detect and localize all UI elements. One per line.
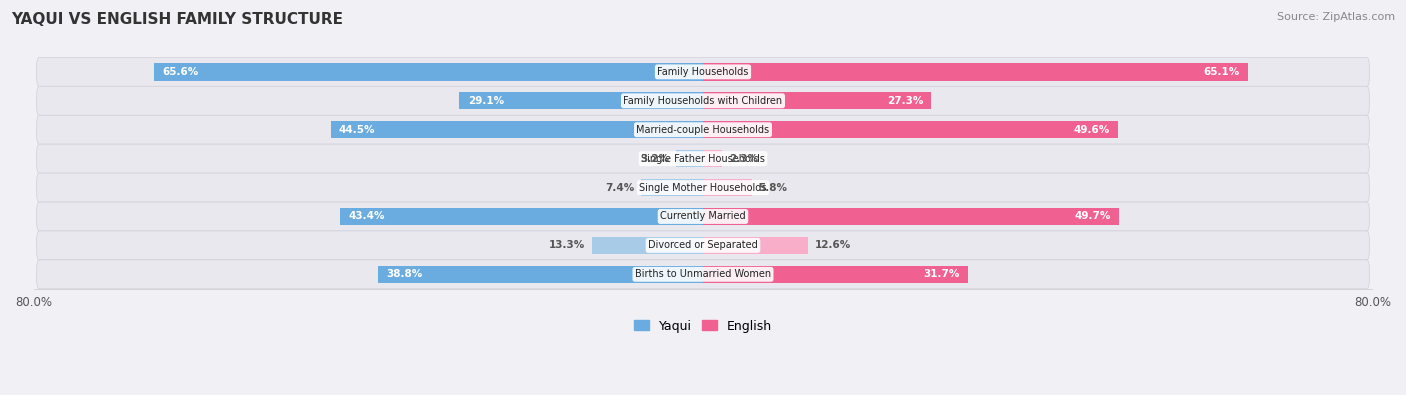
Text: Family Households: Family Households <box>658 67 748 77</box>
Bar <box>460 92 703 109</box>
Text: 31.7%: 31.7% <box>924 269 960 279</box>
Text: 3.2%: 3.2% <box>641 154 669 164</box>
FancyBboxPatch shape <box>37 260 1369 289</box>
Text: Source: ZipAtlas.com: Source: ZipAtlas.com <box>1277 12 1395 22</box>
Text: 43.4%: 43.4% <box>349 211 385 222</box>
Text: Currently Married: Currently Married <box>661 211 745 222</box>
Bar <box>330 121 703 138</box>
Text: 5.8%: 5.8% <box>758 182 787 192</box>
Text: 65.6%: 65.6% <box>162 67 198 77</box>
Text: 27.3%: 27.3% <box>887 96 924 106</box>
Bar <box>340 208 703 225</box>
Text: Divorced or Separated: Divorced or Separated <box>648 241 758 250</box>
Text: 2.3%: 2.3% <box>728 154 758 164</box>
Bar <box>676 150 703 167</box>
Text: YAQUI VS ENGLISH FAMILY STRUCTURE: YAQUI VS ENGLISH FAMILY STRUCTURE <box>11 12 343 27</box>
Bar <box>378 266 703 283</box>
Text: Married-couple Households: Married-couple Households <box>637 125 769 135</box>
Text: 49.6%: 49.6% <box>1073 125 1109 135</box>
Bar <box>703 208 1119 225</box>
Text: Single Father Households: Single Father Households <box>641 154 765 164</box>
Text: 44.5%: 44.5% <box>339 125 375 135</box>
FancyBboxPatch shape <box>37 173 1369 202</box>
Text: 12.6%: 12.6% <box>815 241 852 250</box>
Text: Births to Unmarried Women: Births to Unmarried Women <box>636 269 770 279</box>
FancyBboxPatch shape <box>37 231 1369 260</box>
Text: Single Mother Households: Single Mother Households <box>640 182 766 192</box>
Bar <box>703 92 931 109</box>
Bar <box>592 237 703 254</box>
Bar <box>703 266 969 283</box>
Text: 13.3%: 13.3% <box>548 241 585 250</box>
FancyBboxPatch shape <box>37 57 1369 87</box>
Bar <box>703 121 1118 138</box>
Text: 65.1%: 65.1% <box>1204 67 1240 77</box>
Text: 49.7%: 49.7% <box>1074 211 1111 222</box>
FancyBboxPatch shape <box>37 87 1369 115</box>
Bar <box>155 63 703 81</box>
Legend: Yaqui, English: Yaqui, English <box>628 315 778 338</box>
Bar <box>703 63 1247 81</box>
Text: 7.4%: 7.4% <box>605 182 634 192</box>
Text: 38.8%: 38.8% <box>387 269 423 279</box>
FancyBboxPatch shape <box>37 115 1369 144</box>
Text: Family Households with Children: Family Households with Children <box>623 96 783 106</box>
Bar <box>703 237 808 254</box>
Text: 29.1%: 29.1% <box>468 96 503 106</box>
Bar <box>703 150 723 167</box>
FancyBboxPatch shape <box>37 202 1369 231</box>
Bar <box>641 179 703 196</box>
FancyBboxPatch shape <box>37 144 1369 173</box>
Bar <box>703 179 752 196</box>
